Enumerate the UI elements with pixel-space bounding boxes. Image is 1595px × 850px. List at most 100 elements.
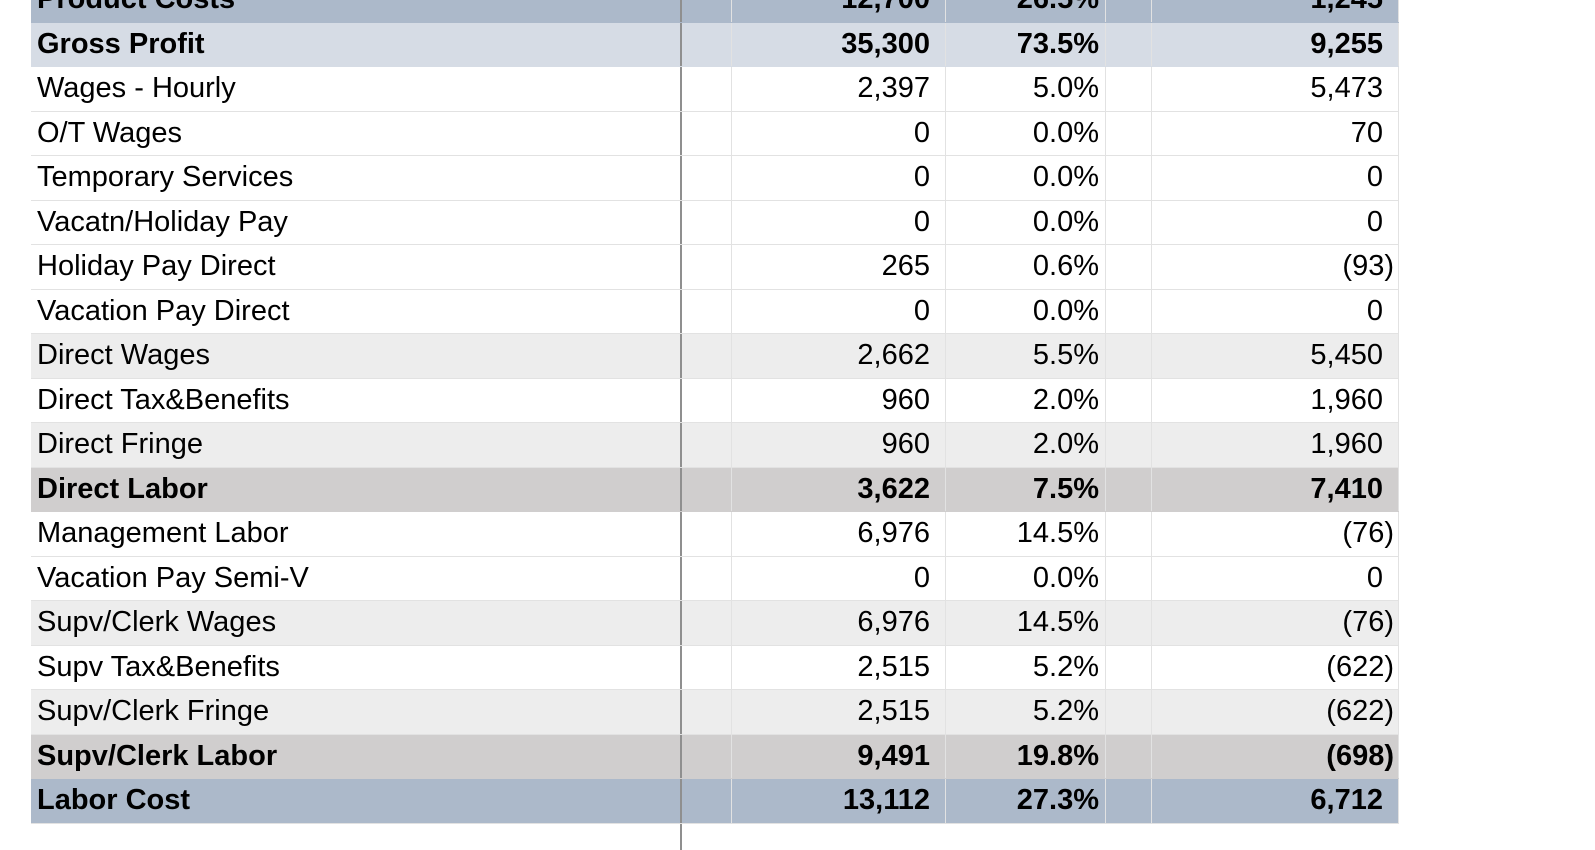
spacer-cell[interactable] [680, 0, 731, 22]
spacer-cell[interactable] [680, 289, 731, 333]
row-label-cell[interactable]: Holiday Pay Direct [37, 250, 276, 283]
percent-cell[interactable]: 0.0% [945, 200, 1105, 244]
amount-cell[interactable]: 960 [731, 423, 945, 467]
percent-cell[interactable]: 5.2% [945, 645, 1105, 689]
spacer-cell[interactable] [680, 245, 731, 289]
spacer-cell[interactable] [680, 156, 731, 200]
amount-cell[interactable]: 0 [731, 289, 945, 333]
variance-cell[interactable]: (698) [1151, 734, 1399, 778]
variance-cell[interactable]: 0 [1151, 289, 1399, 333]
variance-cell[interactable]: (622) [1151, 690, 1399, 734]
percent-cell[interactable]: 0.6% [945, 245, 1105, 289]
spacer-cell[interactable] [1105, 0, 1151, 22]
amount-cell[interactable]: 265 [731, 245, 945, 289]
spacer-cell[interactable] [1105, 467, 1151, 511]
amount-cell[interactable]: 2,397 [731, 67, 945, 111]
percent-cell[interactable]: 0.0% [945, 556, 1105, 600]
percent-cell[interactable]: 0.0% [945, 111, 1105, 155]
variance-cell[interactable]: 1,960 [1151, 378, 1399, 422]
spacer-cell[interactable] [1105, 423, 1151, 467]
spacer-cell[interactable] [1105, 67, 1151, 111]
row-label-cell[interactable]: Direct Fringe [37, 428, 203, 461]
spacer-cell[interactable] [1105, 690, 1151, 734]
variance-cell[interactable]: 0 [1151, 156, 1399, 200]
percent-cell[interactable]: 14.5% [945, 601, 1105, 645]
row-label-cell[interactable]: Supv Tax&Benefits [37, 650, 280, 683]
spacer-cell[interactable] [1105, 601, 1151, 645]
spacer-cell[interactable] [680, 334, 731, 378]
amount-cell[interactable]: 0 [731, 156, 945, 200]
variance-cell[interactable]: 9,255 [1151, 22, 1399, 66]
spacer-cell[interactable] [1105, 645, 1151, 689]
spacer-cell[interactable] [680, 690, 731, 734]
row-label-cell[interactable]: Labor Cost [37, 784, 191, 817]
row-label-cell[interactable]: Supv/Clerk Fringe [37, 695, 270, 728]
spacer-cell[interactable] [680, 378, 731, 422]
spacer-cell[interactable] [1105, 22, 1151, 66]
percent-cell[interactable]: 0.0% [945, 156, 1105, 200]
spacer-cell[interactable] [680, 22, 731, 66]
spacer-cell[interactable] [680, 200, 731, 244]
spacer-cell[interactable] [1105, 200, 1151, 244]
spacer-cell[interactable] [1105, 779, 1151, 823]
spacer-cell[interactable] [680, 645, 731, 689]
row-label-cell[interactable]: Direct Wages [37, 339, 210, 372]
spacer-cell[interactable] [680, 779, 731, 823]
spacer-cell[interactable] [680, 556, 731, 600]
spacer-cell[interactable] [1105, 111, 1151, 155]
percent-cell[interactable]: 5.5% [945, 334, 1105, 378]
row-label-cell[interactable]: Gross Profit [37, 27, 205, 60]
amount-cell[interactable]: 0 [731, 556, 945, 600]
spacer-cell[interactable] [680, 423, 731, 467]
spacer-cell[interactable] [1105, 378, 1151, 422]
percent-cell[interactable]: 5.2% [945, 690, 1105, 734]
row-label-cell[interactable]: Temporary Services [37, 161, 294, 194]
percent-cell[interactable]: 5.0% [945, 67, 1105, 111]
row-label-cell[interactable]: Vacatn/Holiday Pay [37, 205, 288, 238]
variance-cell[interactable]: 7,410 [1151, 467, 1399, 511]
variance-cell[interactable]: 6,712 [1151, 779, 1399, 823]
variance-cell[interactable]: (76) [1151, 601, 1399, 645]
spacer-cell[interactable] [680, 111, 731, 155]
variance-cell[interactable]: 5,450 [1151, 334, 1399, 378]
variance-cell[interactable]: 1,245 [1151, 0, 1399, 22]
amount-cell[interactable]: 960 [731, 378, 945, 422]
amount-cell[interactable]: 2,515 [731, 645, 945, 689]
row-label-cell[interactable]: O/T Wages [37, 116, 183, 149]
amount-cell[interactable]: 6,976 [731, 512, 945, 556]
spacer-cell[interactable] [1105, 245, 1151, 289]
variance-cell[interactable]: 0 [1151, 200, 1399, 244]
amount-cell[interactable]: 2,662 [731, 334, 945, 378]
row-label-cell[interactable]: Product Costs [31, 0, 680, 22]
amount-cell[interactable]: 12,700 [731, 0, 945, 22]
amount-cell[interactable]: 6,976 [731, 601, 945, 645]
percent-cell[interactable]: 26.5% [945, 0, 1105, 22]
variance-cell[interactable]: (76) [1151, 512, 1399, 556]
row-label-cell[interactable]: Wages - Hourly [37, 72, 236, 105]
row-label-cell[interactable]: Management Labor [37, 517, 289, 550]
percent-cell[interactable]: 14.5% [945, 512, 1105, 556]
variance-cell[interactable]: 0 [1151, 556, 1399, 600]
variance-cell[interactable]: (622) [1151, 645, 1399, 689]
spacer-cell[interactable] [680, 467, 731, 511]
amount-cell[interactable]: 9,491 [731, 734, 945, 778]
percent-cell[interactable]: 2.0% [945, 423, 1105, 467]
spacer-cell[interactable] [680, 512, 731, 556]
row-label-cell[interactable]: Supv/Clerk Labor [37, 739, 278, 772]
spacer-cell[interactable] [1105, 334, 1151, 378]
spacer-cell[interactable] [680, 601, 731, 645]
variance-cell[interactable]: (93) [1151, 245, 1399, 289]
amount-cell[interactable]: 2,515 [731, 690, 945, 734]
row-label-cell[interactable]: Supv/Clerk Wages [37, 606, 277, 639]
percent-cell[interactable]: 19.8% [945, 734, 1105, 778]
spacer-cell[interactable] [1105, 156, 1151, 200]
variance-cell[interactable]: 1,960 [1151, 423, 1399, 467]
percent-cell[interactable]: 0.0% [945, 289, 1105, 333]
row-label-cell[interactable]: Direct Labor [37, 472, 208, 505]
row-label-cell[interactable]: Vacation Pay Direct [37, 294, 290, 327]
row-label-cell[interactable]: Direct Tax&Benefits [37, 383, 290, 416]
row-label-cell[interactable]: Vacation Pay Semi-V [37, 561, 309, 594]
spacer-cell[interactable] [1105, 556, 1151, 600]
amount-cell[interactable]: 13,112 [731, 779, 945, 823]
spacer-cell[interactable] [680, 734, 731, 778]
